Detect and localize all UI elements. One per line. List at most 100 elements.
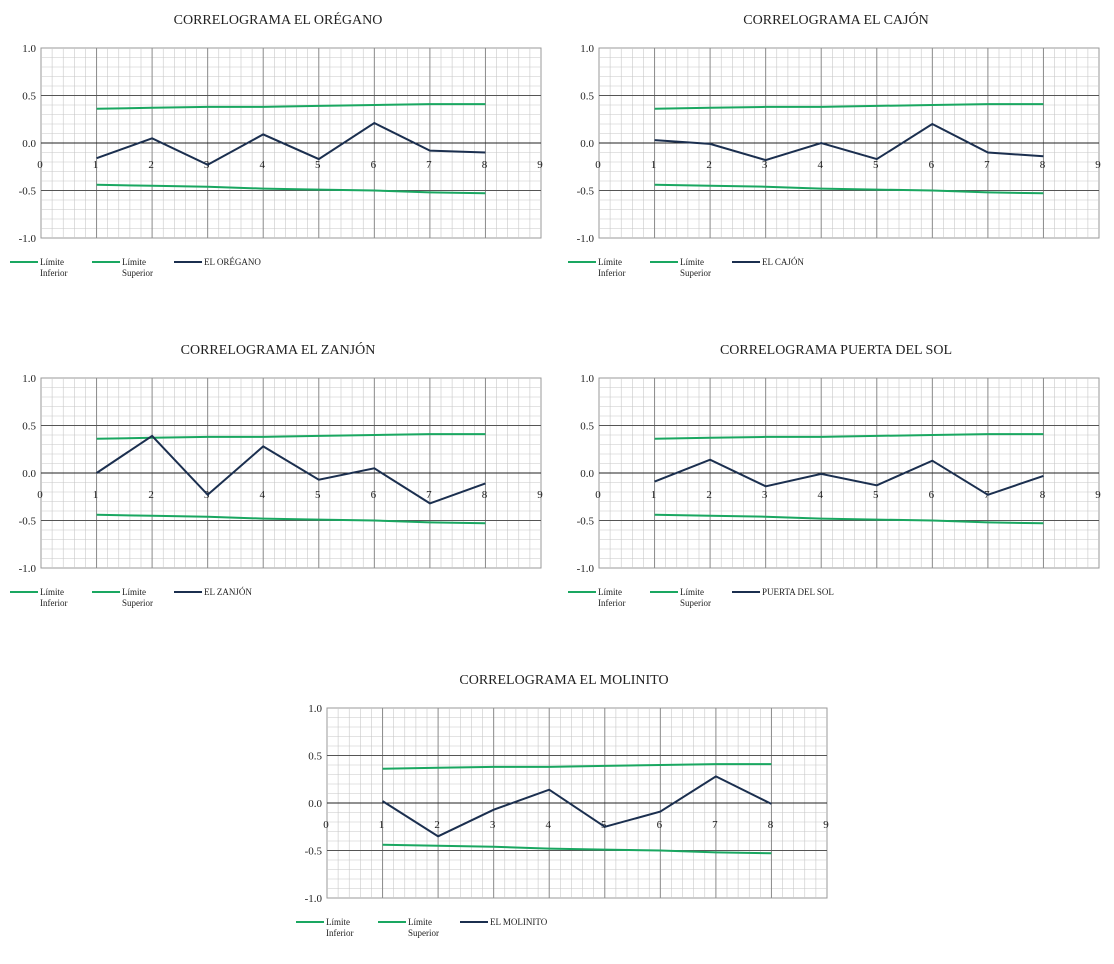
legend-label: Superior (408, 928, 439, 938)
y-tick-label: 1.0 (308, 703, 322, 715)
x-tick-label: 6 (371, 489, 377, 501)
x-tick-label: 1 (93, 159, 99, 171)
x-tick-label: 8 (1040, 489, 1046, 501)
chart-puerta-del-sol: CORRELOGRAMA PUERTA DEL SOL 1.0 0.5 0.0 -0.5… (562, 334, 1110, 634)
y-tick-label: -0.5 (19, 186, 37, 198)
chart-svg: CORRELOGRAMA EL ZANJÓN 1.0 0.5 0.0 -0.5 -1.0 0… (10, 341, 543, 608)
y-tick-label: 0.0 (580, 138, 594, 150)
x-tick-label: 2 (434, 819, 440, 831)
chart-title: CORRELOGRAMA EL MOLINITO (459, 673, 668, 688)
x-tick-label: 0 (595, 159, 601, 171)
legend-label: Límite (122, 257, 146, 267)
x-tick-label: 4 (817, 159, 823, 171)
x-tick-label: 3 (762, 489, 768, 501)
x-tick-label: 8 (1040, 159, 1046, 171)
y-tick-label: -0.5 (577, 186, 595, 198)
x-tick-label: 5 (315, 489, 321, 501)
y-tick-label: 0.5 (580, 91, 594, 103)
x-tick-label: 3 (490, 819, 496, 831)
series-line (654, 433, 1044, 440)
legend-label: Superior (122, 598, 153, 608)
x-tick-label: 2 (148, 489, 154, 501)
y-tick-label: -1.0 (19, 233, 37, 245)
legend-label: EL ORÉGANO (204, 257, 261, 267)
legend-label: Límite (326, 917, 350, 927)
series-line (654, 458, 1044, 496)
series-line (654, 513, 1044, 525)
legend-label: Límite (680, 587, 704, 597)
chart-title: CORRELOGRAMA EL ORÉGANO (174, 11, 383, 28)
series-line (382, 763, 772, 770)
series-line (96, 513, 486, 525)
series-line (96, 434, 486, 505)
legend-label: Superior (680, 268, 711, 278)
series-line (654, 103, 1044, 110)
legend-label: Inferior (40, 268, 67, 278)
y-tick-label: 0.5 (580, 421, 594, 433)
series-line (96, 103, 486, 110)
x-tick-label: 4 (259, 489, 265, 501)
y-tick-label: -0.5 (19, 516, 37, 528)
major-grid (41, 48, 541, 238)
legend-label: Límite (122, 587, 146, 597)
x-tick-label: 7 (426, 489, 432, 501)
legend-label: Inferior (598, 268, 625, 278)
y-tick-label: 0.5 (22, 421, 36, 433)
y-tick-label: -0.5 (305, 846, 323, 858)
series-line (654, 183, 1044, 195)
legend-label: Límite (680, 257, 704, 267)
legend-label: EL MOLINITO (490, 917, 548, 927)
x-tick-label: 7 (984, 159, 990, 171)
x-tick-label: 2 (706, 159, 712, 171)
x-tick-label: 5 (601, 819, 607, 831)
x-tick-label: 1 (379, 819, 385, 831)
chart-el-oregano: CORRELOGRAMA EL ORÉGANO 1.0 0.5 0.0 -0.5 -1.0… (4, 4, 552, 304)
x-tick-label: 6 (929, 159, 935, 171)
x-tick-label: 8 (482, 159, 488, 171)
chart-title: CORRELOGRAMA PUERTA DEL SOL (720, 343, 952, 358)
y-tick-label: 0.5 (308, 751, 322, 763)
y-tick-label: 1.0 (580, 43, 594, 55)
x-tick-label: 9 (1095, 159, 1101, 171)
legend-label: Superior (680, 598, 711, 608)
chart-el-zanjon: CORRELOGRAMA EL ZANJÓN 1.0 0.5 0.0 -0.5 -1.0 0… (4, 334, 552, 634)
x-tick-label: 1 (651, 489, 657, 501)
legend-label: PUERTA DEL SOL (762, 587, 834, 597)
series-line (654, 122, 1044, 162)
x-tick-label: 9 (537, 159, 543, 171)
x-tick-label: 0 (37, 489, 43, 501)
series-line (382, 843, 772, 855)
y-tick-label: 1.0 (580, 373, 594, 385)
x-tick-label: 9 (823, 819, 829, 831)
x-tick-label: 5 (315, 159, 321, 171)
x-tick-label: 5 (873, 159, 879, 171)
legend-label: Inferior (40, 598, 67, 608)
legend-label: Límite (598, 587, 622, 597)
x-tick-label: 4 (817, 489, 823, 501)
chart-svg: CORRELOGRAMA PUERTA DEL SOL 1.0 0.5 0.0 -0.5… (568, 343, 1101, 608)
series-line (96, 183, 486, 195)
legend-label: EL CAJÓN (762, 257, 804, 267)
legend-label: Inferior (326, 928, 353, 938)
x-tick-label: 0 (37, 159, 43, 171)
y-tick-label: 0.0 (22, 468, 36, 480)
chart-el-cajon: CORRELOGRAMA EL CAJÓN 1.0 0.5 0.0 -0.5 -1.0 0 1… (562, 4, 1110, 304)
y-tick-label: -1.0 (19, 563, 37, 575)
x-tick-label: 0 (323, 819, 329, 831)
x-tick-label: 4 (259, 159, 265, 171)
chart-el-molinito: CORRELOGRAMA EL MOLINITO 1.0 0.5 0.0 -0.5 -1.… (290, 664, 838, 964)
x-tick-label: 6 (657, 819, 663, 831)
x-tick-label: 6 (371, 159, 377, 171)
series-line (96, 433, 486, 440)
chart-svg: CORRELOGRAMA EL MOLINITO 1.0 0.5 0.0 -0.5 -1.… (296, 673, 829, 938)
x-tick-label: 2 (706, 489, 712, 501)
x-tick-label: 6 (929, 489, 935, 501)
x-tick-label: 7 (426, 159, 432, 171)
x-tick-label: 2 (148, 159, 154, 171)
x-tick-label: 0 (595, 489, 601, 501)
chart-title: CORRELOGRAMA EL ZANJÓN (181, 341, 376, 358)
y-tick-label: 0.5 (22, 91, 36, 103)
x-tick-label: 8 (768, 819, 774, 831)
y-tick-label: 0.0 (22, 138, 36, 150)
x-tick-label: 1 (93, 489, 99, 501)
